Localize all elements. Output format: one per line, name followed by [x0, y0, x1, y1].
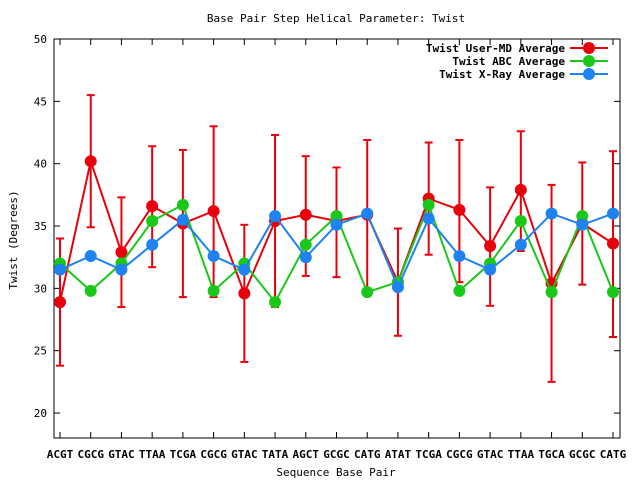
data-point	[115, 263, 128, 276]
x-tick-label: GCGC	[323, 448, 350, 461]
x-tick-label: ACGT	[47, 448, 74, 461]
data-point	[269, 296, 282, 309]
data-point	[453, 249, 466, 262]
legend-label: Twist X-Ray Average	[439, 68, 565, 81]
data-point	[84, 284, 97, 297]
x-tick-label: CGCG	[446, 448, 473, 461]
data-point	[84, 155, 97, 168]
data-point	[514, 183, 527, 196]
x-axis-label: Sequence Base Pair	[276, 466, 396, 479]
data-point	[299, 251, 312, 264]
data-point	[238, 287, 251, 300]
y-tick-label: 45	[34, 95, 47, 108]
x-tick-label: CGCG	[77, 448, 104, 461]
legend-marker	[583, 42, 595, 54]
data-point	[484, 263, 497, 276]
data-point	[299, 208, 312, 221]
data-point	[576, 210, 589, 223]
y-axis-label: Twist (Degrees)	[7, 190, 20, 289]
data-point	[391, 281, 404, 294]
chart-title: Base Pair Step Helical Parameter: Twist	[207, 12, 465, 25]
x-tick-label: TTAA	[139, 448, 166, 461]
x-tick-label: AGCT	[293, 448, 320, 461]
x-tick-label: GTAC	[477, 448, 504, 461]
x-tick-label: TATA	[262, 448, 289, 461]
y-tick-label: 35	[34, 220, 47, 233]
x-tick-label: CGCG	[200, 448, 227, 461]
data-point	[146, 200, 159, 213]
data-point	[299, 238, 312, 251]
data-point	[54, 296, 66, 309]
x-tick-label: GTAC	[108, 448, 135, 461]
x-tick-label: GTAC	[231, 448, 258, 461]
x-tick-label: TGCA	[538, 448, 565, 461]
data-point	[607, 286, 619, 299]
data-point	[545, 207, 558, 220]
x-tick-label: TTAA	[508, 448, 535, 461]
data-point	[453, 203, 466, 216]
data-point	[238, 263, 251, 276]
data-point	[54, 263, 66, 276]
y-tick-label: 20	[34, 407, 47, 420]
data-point	[207, 249, 220, 262]
legend-marker	[583, 68, 595, 80]
data-point	[607, 237, 619, 250]
data-point	[484, 239, 497, 252]
data-point	[576, 218, 589, 231]
x-tick-label: TCGA	[170, 448, 197, 461]
data-point	[330, 210, 343, 223]
y-tick-label: 25	[34, 345, 47, 358]
legend-label: Twist ABC Average	[452, 55, 565, 68]
data-point	[146, 215, 159, 228]
data-point	[176, 198, 189, 211]
data-point	[207, 284, 220, 297]
y-tick-label: 40	[34, 158, 47, 171]
data-point	[514, 238, 527, 251]
legend-marker	[583, 55, 595, 67]
y-tick-label: 50	[34, 33, 47, 46]
data-point	[422, 198, 435, 211]
x-tick-label: GCGC	[569, 448, 596, 461]
data-point	[361, 286, 374, 299]
x-tick-label: CATG	[600, 448, 627, 461]
data-point	[422, 212, 435, 225]
data-point	[361, 207, 374, 220]
data-point	[207, 205, 220, 218]
data-point	[269, 210, 282, 223]
data-point	[545, 286, 558, 299]
data-point	[514, 215, 527, 228]
data-point	[84, 249, 97, 262]
legend-label: Twist User-MD Average	[426, 42, 565, 55]
data-point	[330, 218, 343, 231]
x-tick-label: TCGA	[415, 448, 442, 461]
x-tick-label: ATAT	[385, 448, 412, 461]
data-point	[453, 284, 466, 297]
data-point	[607, 207, 619, 220]
y-tick-label: 30	[34, 282, 47, 295]
data-point	[115, 246, 128, 259]
data-point	[176, 213, 189, 226]
data-point	[146, 238, 159, 251]
x-tick-label: CATG	[354, 448, 381, 461]
